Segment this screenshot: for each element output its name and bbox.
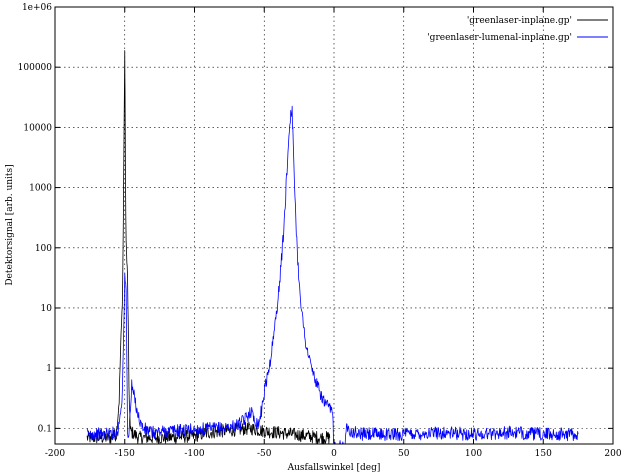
y-tick-label: 1	[46, 364, 52, 374]
legend: 'greenlaser-inplane.gp' 'greenlaser-lumen…	[427, 16, 608, 43]
y-tick-label: 10000	[23, 123, 52, 133]
x-tick-label: -100	[184, 449, 204, 459]
y-tick-label: 100000	[18, 63, 53, 73]
x-tick-label: 200	[604, 449, 621, 459]
x-tick-label: 100	[465, 449, 482, 459]
x-tick-label: 150	[535, 449, 552, 459]
series-line-1	[86, 105, 579, 445]
x-tick-label: -150	[115, 449, 135, 459]
y-tick-label: 1e+06	[22, 3, 52, 13]
grid	[55, 6, 613, 444]
legend-label-1: 'greenlaser-lumenal-inplane.gp'	[427, 33, 572, 43]
x-tick-label: -50	[257, 449, 272, 459]
x-tick-label: -200	[45, 449, 65, 459]
series-layer	[86, 50, 579, 445]
y-tick-label: 0.1	[38, 424, 52, 434]
y-tick-label: 100	[35, 244, 52, 254]
y-tick-label: 1000	[29, 184, 52, 194]
y-axis-label: Detektorsignal [arb. units]	[5, 164, 15, 285]
x-tick-label: 50	[398, 449, 410, 459]
legend-label-0: 'greenlaser-inplane.gp'	[467, 16, 572, 26]
plot-area-background	[55, 7, 613, 444]
ticks: -200 -150 -100 -50 0 50 100 150 200 0.1 1 10 100 1000…	[18, 3, 622, 459]
y-tick-label: 10	[41, 304, 53, 314]
x-axis-label: Ausfallswinkel [deg]	[287, 463, 381, 473]
series-line-0	[86, 50, 331, 445]
x-tick-label: 0	[331, 449, 337, 459]
